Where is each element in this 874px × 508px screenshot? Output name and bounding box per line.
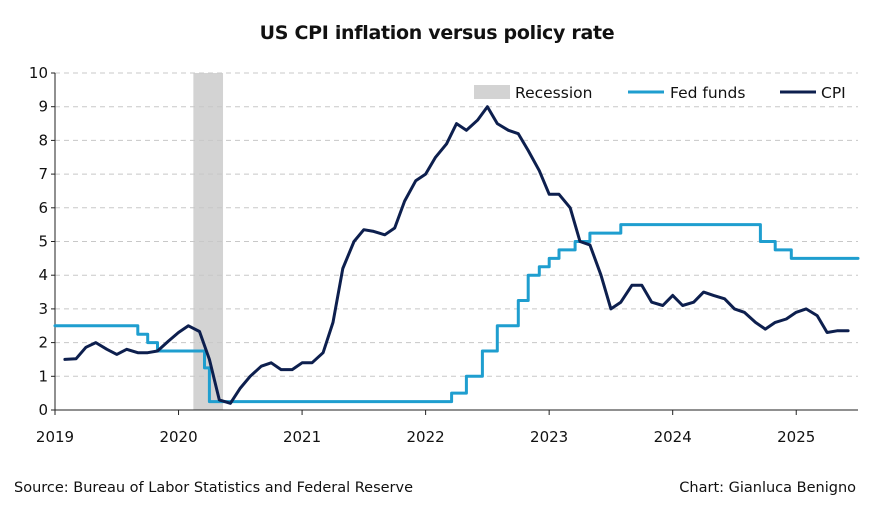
y-tick-label: 1 [38,367,48,385]
y-tick-label: 3 [38,300,48,318]
chart-title: US CPI inflation versus policy rate [260,22,615,44]
x-tick-labels: 2019 2020 2021 2022 2023 2024 2025 [36,428,815,446]
y-tick-label: 4 [38,266,48,284]
legend: Recession Fed funds CPI [474,84,846,102]
y-tick-label: 5 [38,233,48,251]
grid-lines [55,72,858,377]
y-tick-labels: 0 1 2 3 4 5 6 7 8 9 10 [29,64,48,419]
plot-area: 0 1 2 3 4 5 6 7 8 9 10 2019 2020 2021 2022 2023 2024 202… [29,64,860,446]
x-tick-label: 2022 [407,428,445,446]
chart-credit: Chart: Gianluca Benigno [679,480,856,496]
x-tick-label: 2025 [777,428,815,446]
y-tick-label: 6 [38,199,48,217]
x-tick-label: 2021 [283,428,321,446]
x-tick-label: 2024 [654,428,692,446]
x-tick-label: 2023 [530,428,568,446]
series-line-cpi [63,105,850,405]
x-tick-label: 2019 [36,428,74,446]
y-tick-label: 8 [38,131,48,149]
y-tick-label: 9 [38,98,48,116]
y-tick-label: 2 [38,334,48,352]
legend-cpi-label: CPI [821,84,846,102]
legend-fed-funds-label: Fed funds [670,84,745,102]
series-lines [53,105,860,405]
y-tick-label: 10 [29,64,48,82]
source-note: Source: Bureau of Labor Statistics and F… [14,480,413,496]
legend-recession-label: Recession [515,84,592,102]
y-tick-label: 7 [38,165,48,183]
series-line-fed-funds [53,223,860,404]
axes [51,72,858,415]
x-tick-label: 2020 [159,428,197,446]
legend-recession-swatch [474,85,510,99]
y-tick-label: 0 [38,401,48,419]
